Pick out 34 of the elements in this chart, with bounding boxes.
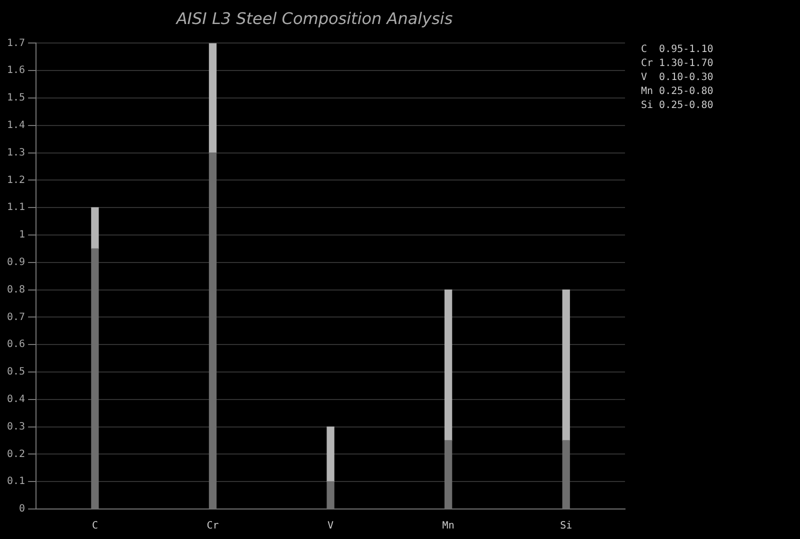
y-tick-label: 0.7 xyxy=(7,312,26,323)
y-tick-label: 0.9 xyxy=(7,256,26,268)
x-tick-label: Cr xyxy=(206,520,219,532)
x-tick-label: Si xyxy=(560,520,572,532)
y-tick-label: 1.3 xyxy=(7,147,26,158)
y-tick-label: 0.1 xyxy=(7,476,26,488)
y-tick-label: 1.7 xyxy=(7,38,26,49)
y-tick-label: 1.1 xyxy=(7,202,26,214)
y-tick-label: 1.4 xyxy=(7,120,26,131)
y-tick-label: 0.6 xyxy=(7,339,26,350)
text: Si 0.25-0.80 xyxy=(641,100,714,111)
bar xyxy=(562,289,570,441)
x-tick-label: Mn xyxy=(442,520,454,532)
text: Cr 1.30-1.70 xyxy=(641,58,714,69)
y-tick-label: 0.8 xyxy=(7,284,26,296)
bar xyxy=(444,289,452,441)
bar xyxy=(91,207,99,250)
y-tick-label: 0 xyxy=(19,504,26,515)
y-tick-label: 1 xyxy=(19,230,26,241)
text: C 0.95-1.10 xyxy=(641,44,714,55)
text: V 0.10-0.30 xyxy=(641,72,714,83)
x-tick-label: V xyxy=(328,520,334,532)
bar xyxy=(326,426,334,482)
y-tick-label: 0.4 xyxy=(7,394,26,405)
y-tick-label: 0.5 xyxy=(7,366,26,378)
y-tick-label: 1.2 xyxy=(7,174,26,186)
x-tick-label: C xyxy=(92,520,98,532)
y-tick-label: 1.6 xyxy=(7,65,26,76)
y-tick-label: 1.5 xyxy=(7,92,26,104)
y-tick-label: 0.3 xyxy=(7,421,26,432)
y-tick-label: 0.2 xyxy=(7,448,26,460)
text: Mn 0.25-0.80 xyxy=(641,86,714,97)
bar xyxy=(208,43,217,154)
chart-title: AISI L3 Steel Composition Analysis xyxy=(175,8,453,28)
